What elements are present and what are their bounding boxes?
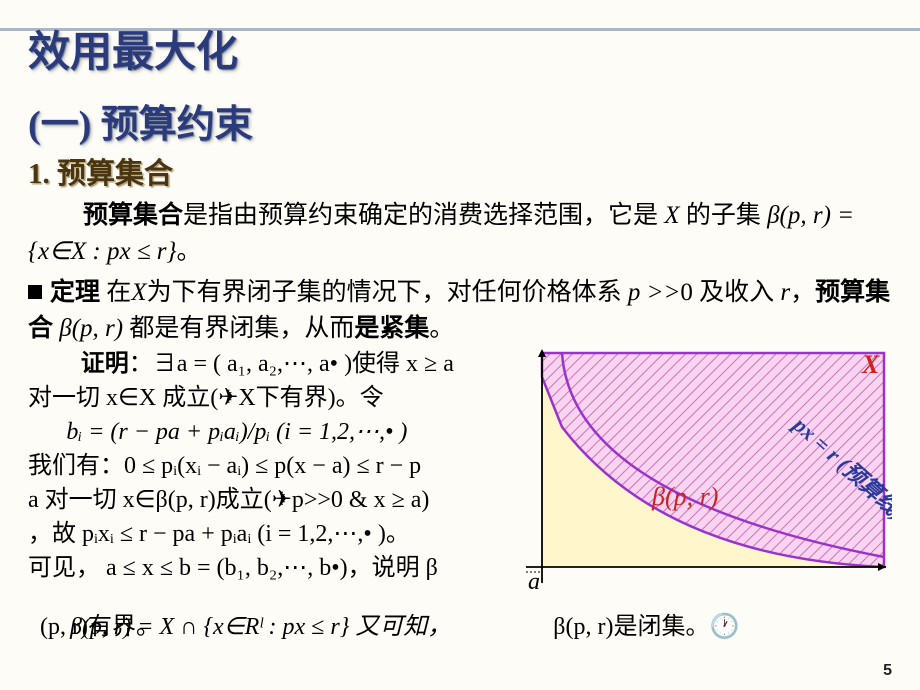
pl1: ：∃a = ( a₁, a₂,⋯, a• )使得 x ≥ a: [129, 351, 454, 377]
th-X: X: [131, 279, 146, 306]
pl4: 我们有：0 ≤ pᵢ(xᵢ − aᵢ) ≤ p(x − a) ≤ r − p: [28, 453, 421, 479]
th-p: p >>: [628, 279, 681, 306]
subtitle: (一) 预算约束: [28, 93, 892, 148]
bullet-icon: [28, 285, 42, 299]
budget-chart: a X px = r (预算线) β(p, r): [522, 347, 892, 605]
pl7c: β(p, r)是闭集。🕐: [553, 614, 739, 640]
pl5b: ，故 pᵢxᵢ ≤ r − pa + pᵢaᵢ (i = 1,2,⋯,• )。: [28, 521, 410, 547]
theorem: 定理 在X为下有界闭子集的情况下，对任何价格体系 p >>0 及收入 r，预算集…: [28, 275, 892, 348]
pl6: 可见， a ≤ x ≤ b = (b₁, b₂,⋯, b•)，说明 β: [28, 555, 438, 581]
th-b3: 是紧集: [354, 315, 429, 342]
pl3: bᵢ = (r − pa + pᵢaᵢ)/pᵢ (i = 1,2,⋯,• ): [66, 419, 407, 445]
def-text1: 是指由预算约束确定的消费选择范围，它是: [183, 202, 664, 229]
proof-column: 证明：∃a = ( a₁, a₂,⋯, a• )使得 x ≥ a 对一切 x∈X…: [28, 347, 510, 586]
th-r: r: [780, 279, 790, 306]
X-label: X: [861, 350, 880, 379]
theorem-label: 定理: [50, 279, 100, 306]
th-0: 0 及收入: [680, 279, 780, 306]
th-t1: 在: [100, 279, 131, 306]
th-t4: 都是有界闭集，从而: [129, 315, 354, 342]
slide: 效用最大化 (一) 预算约束 1. 预算集合 预算集合是指由预算约束确定的消费选…: [0, 0, 920, 690]
pl7b: β(p, r) = X ∩ {x∈Rˡ : px ≤ r} 又可知，: [70, 614, 451, 640]
th-t2: 为下有界闭子集的情况下，对任何价格体系: [147, 279, 628, 306]
chart-column: a X px = r (预算线) β(p, r): [522, 347, 892, 610]
proof-label: 证明: [81, 351, 129, 377]
a-label: a: [528, 569, 540, 595]
pl5a: a 对一切 x∈β(p, r)成立(✈p>>0 & x ≥ a): [28, 487, 429, 513]
def-end: 。: [177, 238, 202, 265]
beta-label: β(p, r): [651, 482, 718, 511]
th-t3: ，: [790, 279, 815, 306]
definition: 预算集合是指由预算约束确定的消费选择范围，它是 X 的子集 β(p, r) = …: [28, 198, 892, 271]
pl2: 对一切 x∈X 成立(✈X下有界)。令: [28, 385, 384, 411]
def-text2: 的子集: [680, 202, 768, 229]
def-X: X: [664, 202, 679, 229]
proof-and-chart: 证明：∃a = ( a₁, a₂,⋯, a• )使得 x ≥ a 对一切 x∈X…: [28, 347, 892, 610]
def-term: 预算集合: [83, 202, 183, 229]
section-title: 1. 预算集合: [28, 150, 892, 192]
th-f: β(p, r): [53, 315, 129, 342]
page-number: 5: [883, 662, 892, 680]
proof-last-line: (p, r)有界。 β(p, r) = X ∩ {x∈Rˡ : px ≤ r} …: [40, 610, 892, 644]
th-end: 。: [429, 315, 454, 342]
title: 效用最大化: [28, 18, 892, 79]
